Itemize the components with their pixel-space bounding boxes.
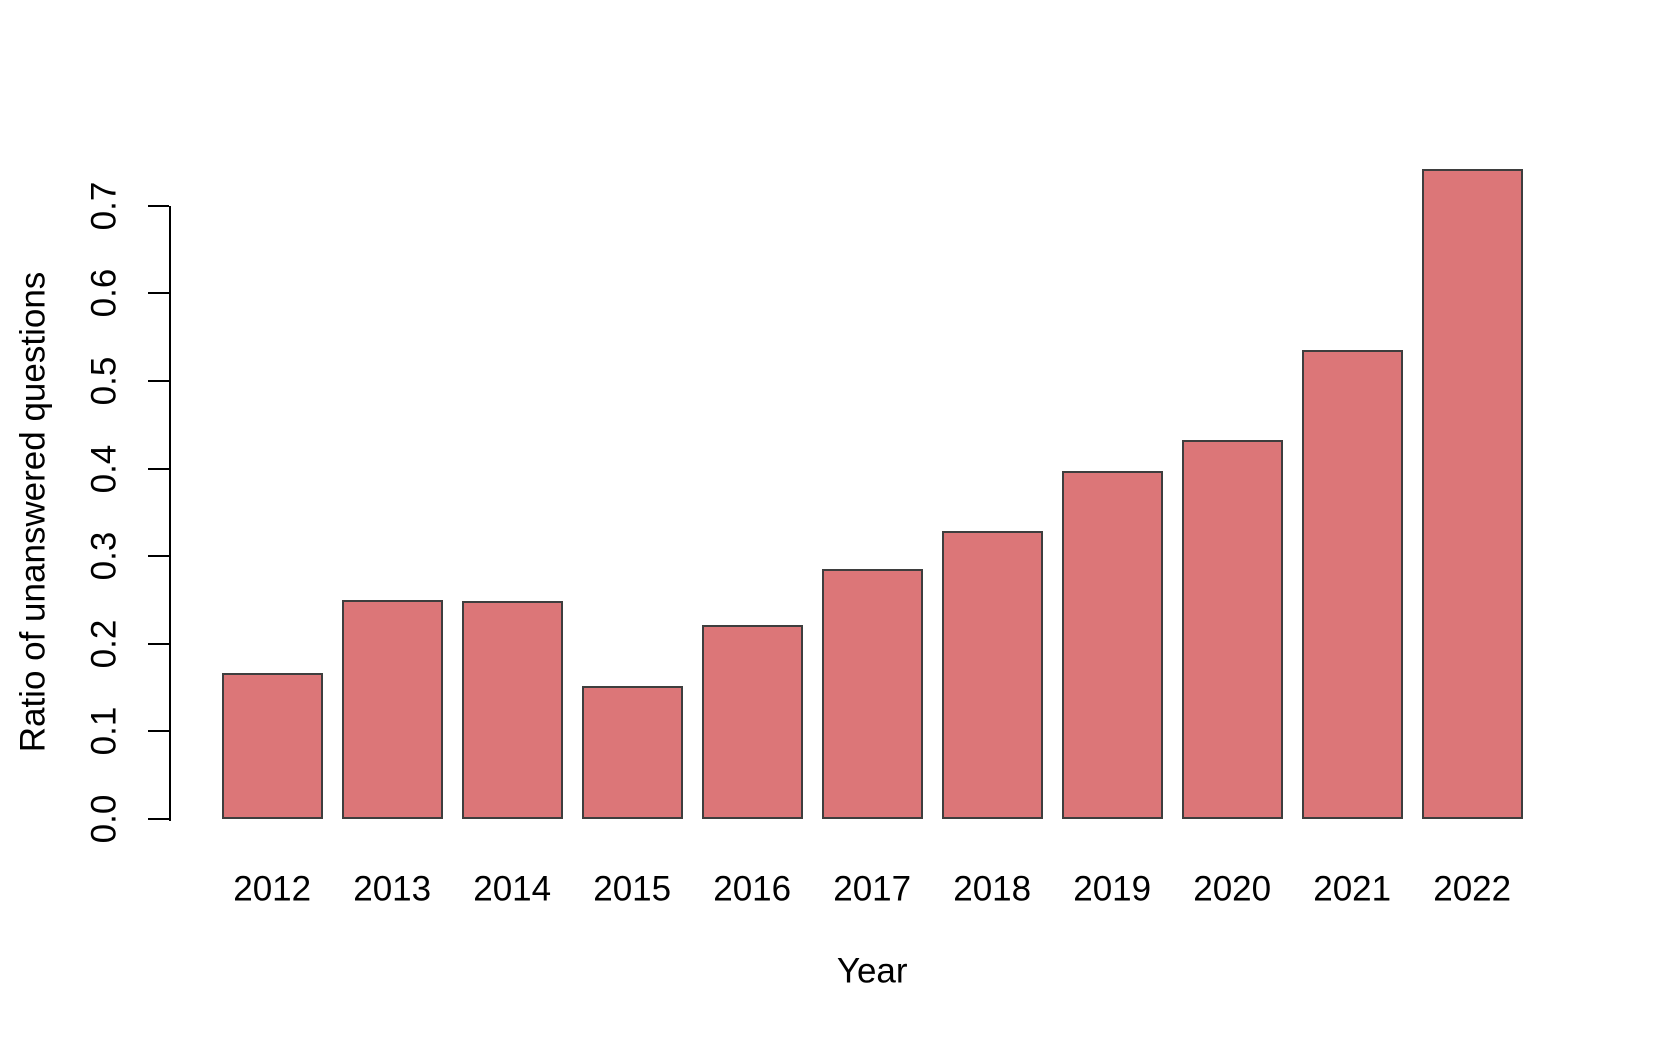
x-tick-label-2016: 2016 [713,869,792,909]
bar-2019 [1061,471,1163,819]
bar-2014 [461,600,563,819]
x-tick-label-2022: 2022 [1433,869,1512,909]
bar-2021 [1301,350,1403,819]
y-tick-label-0.5: 0.5 [84,356,124,406]
y-tick-0.1 [148,730,169,733]
y-tick-label-0.2: 0.2 [84,619,124,669]
x-tick-label-2019: 2019 [1073,869,1152,909]
y-tick-label-0.7: 0.7 [84,181,124,231]
x-axis-title: Year [836,951,908,991]
y-tick-label-0.0: 0.0 [84,794,124,844]
bar-2013 [341,600,443,819]
bar-2015 [581,685,683,819]
y-tick-0.7 [148,204,169,207]
bar-2016 [701,625,803,819]
y-tick-label-0.6: 0.6 [84,269,124,318]
y-axis-line [169,205,171,821]
y-tick-0.0 [148,818,169,820]
bar-2022 [1421,169,1523,819]
y-tick-0.6 [148,292,169,295]
x-tick-label-2015: 2015 [593,869,672,909]
x-tick-label-2020: 2020 [1193,869,1272,909]
bar-2017 [821,569,923,819]
y-tick-0.5 [148,380,169,382]
y-tick-label-0.1: 0.1 [84,707,124,756]
y-tick-label-0.4: 0.4 [84,444,124,493]
x-tick-label-2017: 2017 [833,869,912,909]
y-tick-0.3 [148,555,169,558]
x-tick-label-2018: 2018 [953,869,1032,909]
y-tick-label-0.3: 0.3 [84,531,124,581]
x-tick-label-2014: 2014 [473,869,552,909]
x-tick-label-2012: 2012 [233,869,312,909]
bar-2020 [1181,439,1283,819]
x-tick-label-2013: 2013 [353,869,432,909]
y-axis-title: Ratio of unanswered questions [13,272,53,753]
y-tick-0.4 [148,467,169,470]
bar-2018 [941,530,1043,819]
x-tick-label-2021: 2021 [1313,869,1392,909]
bar-2012 [221,672,323,819]
y-tick-0.2 [148,642,169,645]
